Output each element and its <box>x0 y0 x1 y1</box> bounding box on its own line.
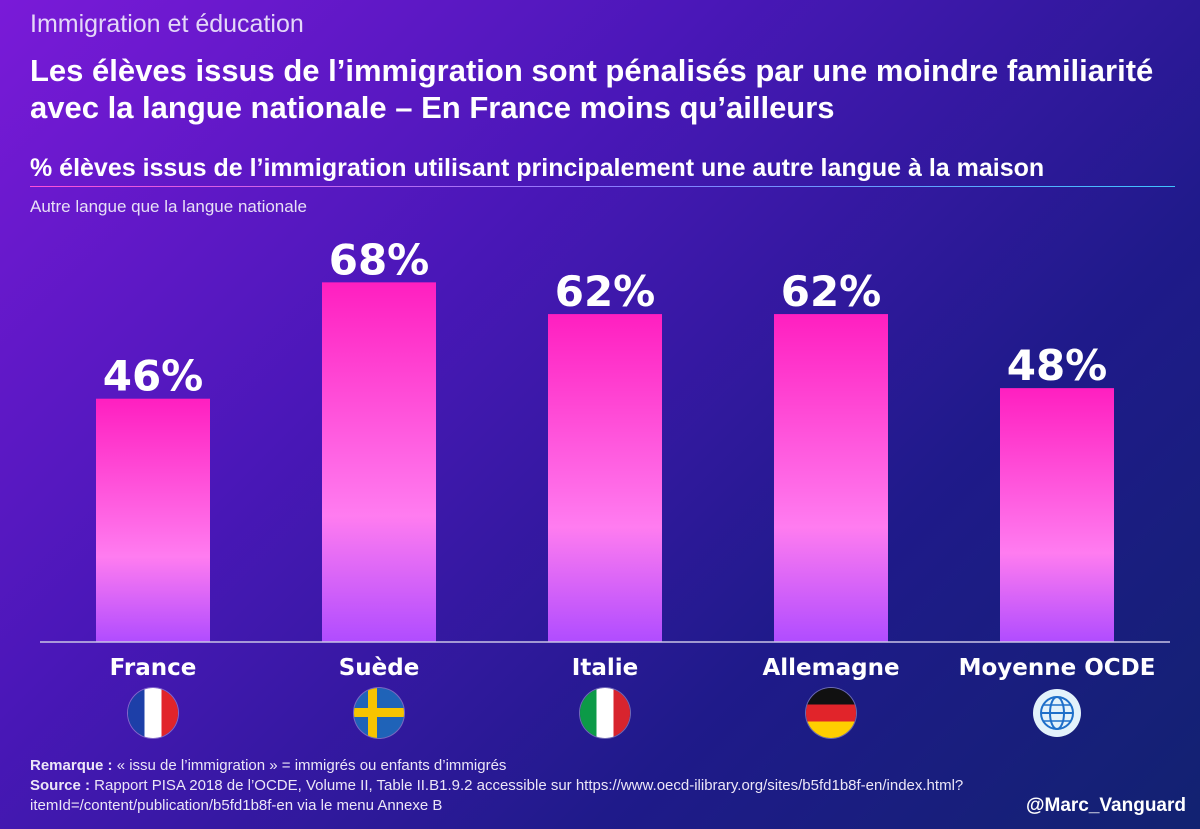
category-label: Allemagne <box>762 655 899 681</box>
remark-text: « issu de l’immigration » = immigrés ou … <box>112 757 507 774</box>
category-label: France <box>110 655 197 681</box>
category-label: Suède <box>339 655 420 681</box>
data-label: 62% <box>555 267 656 316</box>
data-label: 68% <box>329 235 430 284</box>
bar <box>1000 388 1114 642</box>
source-line: Source : Rapport PISA 2018 de l’OCDE, Vo… <box>30 776 1030 816</box>
axis-label: Autre langue que la langue nationale <box>30 197 307 216</box>
france-flag-icon <box>128 688 178 738</box>
bar <box>322 282 436 642</box>
italy-flag-icon <box>580 688 630 738</box>
data-label: 48% <box>1007 341 1108 390</box>
bar <box>774 314 888 642</box>
bar <box>548 314 662 642</box>
category-label: Italie <box>572 655 638 681</box>
kicker: Immigration et éducation <box>30 10 304 38</box>
data-label: 62% <box>781 267 882 316</box>
data-label: 46% <box>103 352 204 401</box>
subtitle-rule <box>30 186 1175 187</box>
source-text: Rapport PISA 2018 de l’OCDE, Volume II, … <box>30 777 964 814</box>
category-label: Moyenne OCDE <box>959 655 1156 681</box>
bar <box>96 398 210 642</box>
author-handle: @Marc_Vanguard <box>1025 795 1186 816</box>
globe-icon <box>1033 689 1081 737</box>
germany-flag-icon <box>806 688 856 738</box>
remark-label: Remarque : <box>30 757 113 774</box>
notes: Remarque : « issu de l’immigration » = i… <box>30 756 1030 816</box>
chart-title: Les élèves issus de l’immigration sont p… <box>30 53 1154 125</box>
remark-line: Remarque : « issu de l’immigration » = i… <box>30 756 1030 776</box>
bars-group: 46% France 68% Suède 62% Italie 62% Allemagne 48… <box>96 235 1155 681</box>
sweden-flag-icon <box>354 688 404 738</box>
chart-subtitle: % élèves issus de l’immigration utilisan… <box>30 154 1045 182</box>
source-label: Source : <box>30 777 91 794</box>
